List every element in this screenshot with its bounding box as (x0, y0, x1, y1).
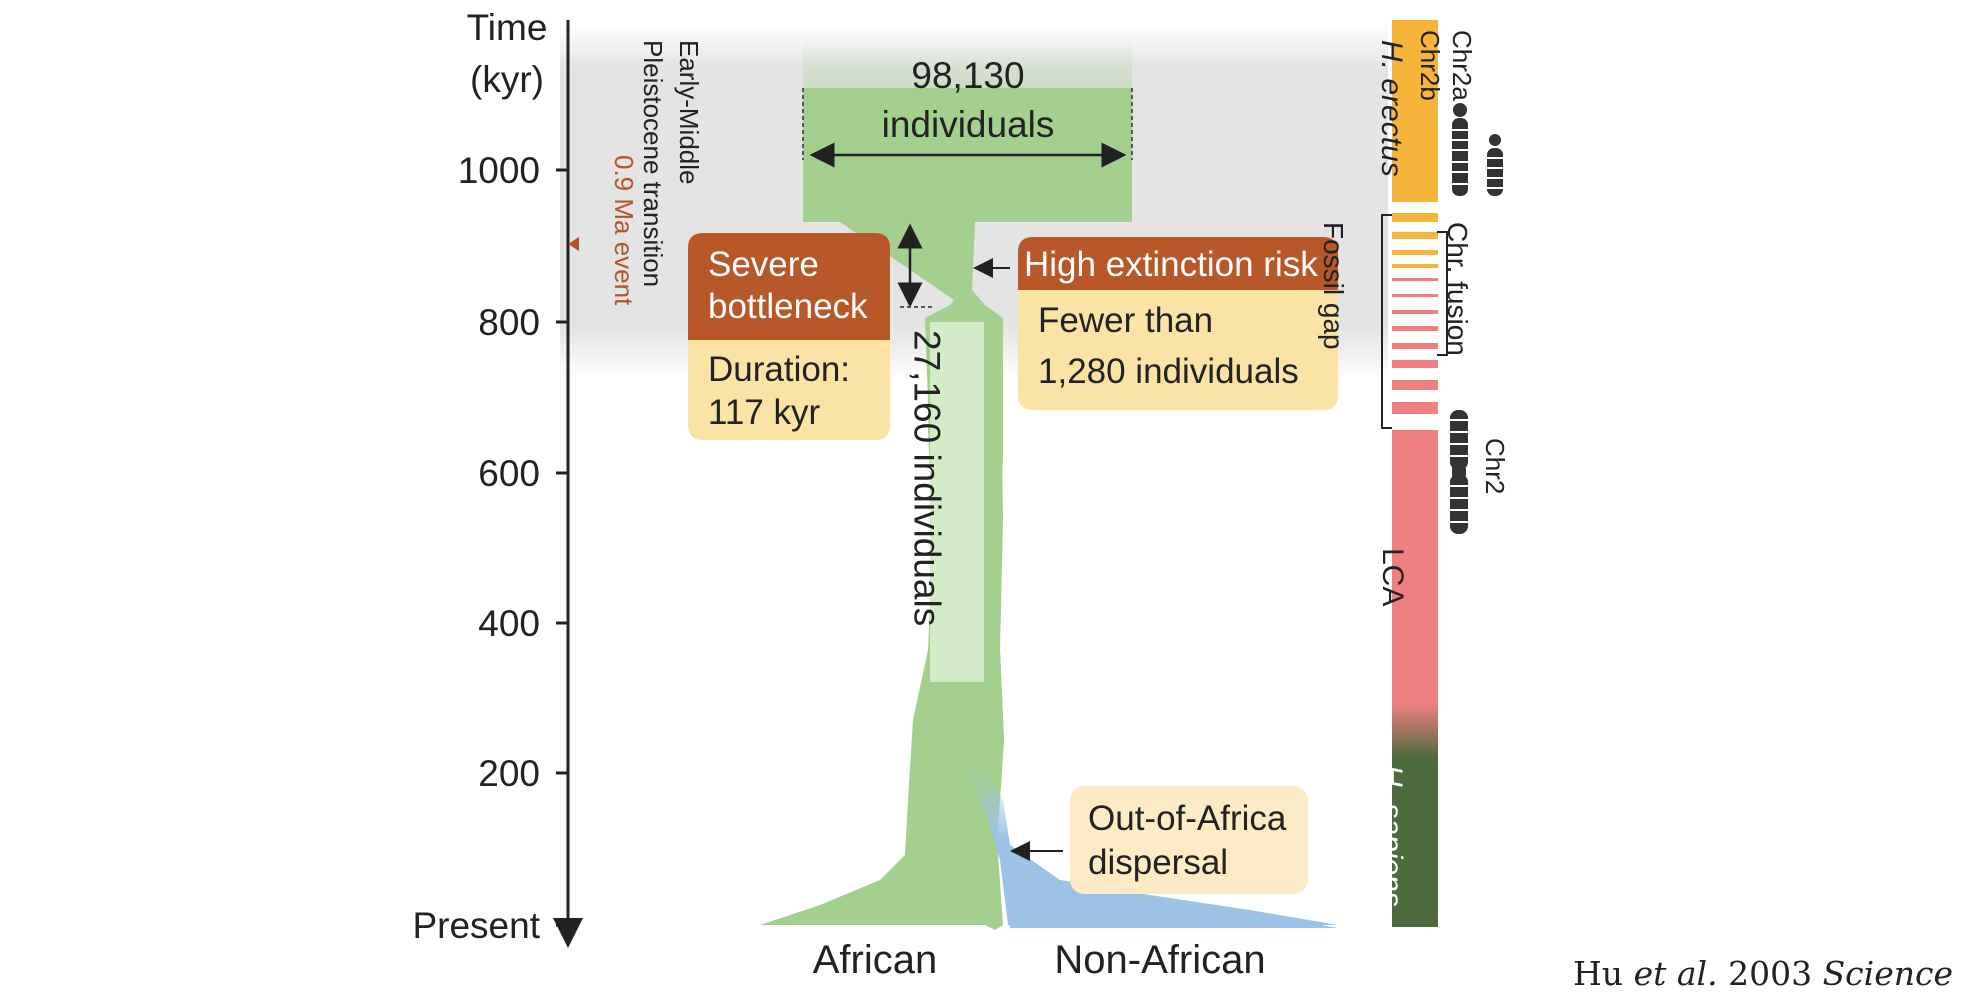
chr2a-chromosome-icon (1487, 134, 1503, 196)
event-marker-icon (568, 237, 579, 251)
chr-fusion-bracket (1437, 231, 1448, 356)
event-label: 0.9 Ma event (609, 155, 639, 306)
erectus-label-group: H. erectus (1375, 40, 1408, 177)
dispersal-line1: Out-of-Africa (1088, 799, 1287, 838)
bottleneck-title-line1: Severe (708, 245, 819, 284)
non-african-label: Non-African (1054, 938, 1265, 982)
extinction-body-line2: 1,280 individuals (1038, 352, 1299, 391)
extinction-title: High extinction risk (1024, 245, 1318, 284)
erectus-segment (1392, 20, 1438, 202)
stem-label-box (930, 322, 984, 682)
fossil-gap-label: Fossil gap (1318, 222, 1349, 350)
citation-authors: Hu (1573, 954, 1623, 993)
stem-label-group: 27,160 individuals (907, 330, 948, 626)
dispersal-box-bg (1070, 786, 1308, 894)
transition-label: Early-Middle Pleistocene transition (638, 40, 704, 287)
bottleneck-body-line2: 117 kyr (708, 393, 821, 432)
extinction-body-line1: Fewer than (1038, 301, 1213, 340)
ancestral-unit: individuals (882, 104, 1055, 145)
tick-label-800: 800 (478, 302, 540, 343)
citation-year: 2003 (1728, 954, 1812, 993)
dispersal-box: Out-of-Africa dispersal (1070, 786, 1308, 894)
dispersal-line2: dispersal (1088, 843, 1228, 882)
bottleneck-box-body-bg (688, 340, 890, 440)
sapiens-label-group: H. sapiens (1375, 765, 1408, 907)
axis-ticks (556, 168, 568, 927)
tick-label-200: 200 (478, 753, 540, 794)
bottleneck-title-line2: bottleneck (708, 287, 868, 326)
chr2a-label-group: Chr2a (1447, 30, 1477, 101)
lca-sapiens-segment (1392, 430, 1438, 927)
lca-label-group: LCA (1376, 548, 1409, 606)
event-line1: 0.9 Ma event (609, 155, 639, 306)
chr2-chromosome-icon (1450, 410, 1468, 534)
citation-etal: et al. (1634, 954, 1718, 993)
chr-fusion-label-group: Chr. fusion (1442, 222, 1473, 356)
bottleneck-box-title-bg (688, 233, 890, 340)
axis-title-line2: (kyr) (470, 59, 544, 100)
tick-label-400: 400 (478, 603, 540, 644)
chr2-label: Chr2 (1480, 438, 1510, 494)
chr-fusion-label: Chr. fusion (1442, 222, 1473, 356)
sapiens-label: H. sapiens (1375, 765, 1408, 907)
bottleneck-box: Severe bottleneck Duration: 117 kyr (688, 233, 890, 440)
tick-label-present: Present (412, 905, 540, 946)
chr2b-label-group: Chr2b (1415, 30, 1445, 101)
chr2b-chromosome-icon (1452, 103, 1468, 196)
transition-line1: Early-Middle (674, 40, 704, 185)
chr2b-label: Chr2b (1415, 30, 1445, 101)
fossil-gap-bracket (1381, 214, 1392, 429)
transition-line2: Pleistocene transition (638, 40, 668, 287)
citation: Hu et al. 2003 Science (1573, 954, 1953, 993)
tick-label-1000: 1000 (458, 150, 540, 191)
erectus-label: H. erectus (1375, 40, 1408, 177)
fossil-gap-label-group: Fossil gap (1318, 222, 1349, 350)
citation-journal: Science (1823, 954, 1953, 993)
extinction-box-body-bg (1018, 290, 1338, 410)
extinction-box-title-bg (1018, 237, 1338, 290)
chr2-label-group: Chr2 (1480, 438, 1510, 494)
ancestral-value: 98,130 (911, 55, 1024, 96)
axis-title-line1: Time (467, 7, 548, 48)
side-bar (1392, 20, 1438, 927)
tick-label-600: 600 (478, 453, 540, 494)
non-african-population-body (1003, 848, 1338, 928)
stem-label: 27,160 individuals (907, 330, 948, 626)
chr2a-label: Chr2a (1447, 30, 1477, 101)
bottleneck-body-line1: Duration: (708, 350, 850, 389)
extinction-box: High extinction risk Fewer than 1,280 in… (1018, 237, 1338, 410)
african-label: African (813, 938, 938, 982)
lca-label: LCA (1376, 548, 1409, 606)
fossil-gap-stripes (1392, 213, 1438, 414)
